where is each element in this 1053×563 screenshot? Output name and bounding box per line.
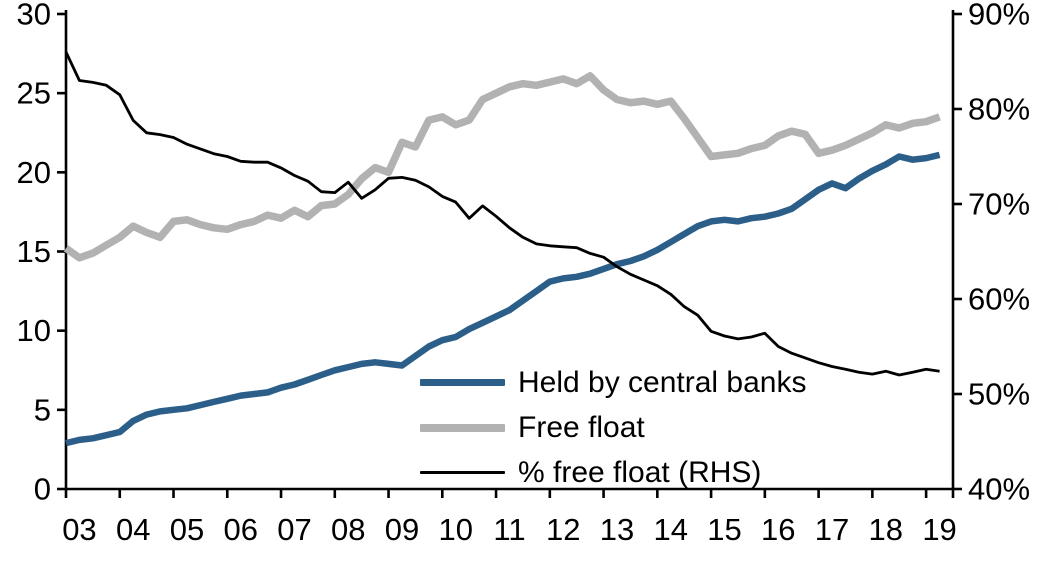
x-axis-tick-label: 10 — [439, 512, 473, 547]
left-axis-tick-label: 15 — [17, 234, 51, 269]
x-axis-tick-label: 03 — [62, 512, 96, 547]
x-axis-tick-label: 17 — [815, 512, 849, 547]
x-axis-tick-label: 07 — [277, 512, 311, 547]
x-axis-tick-label: 11 — [493, 512, 525, 547]
x-axis-tick-label: 04 — [116, 512, 150, 547]
x-axis-tick-label: 16 — [761, 512, 795, 547]
right-axis-tick-label: 90% — [968, 0, 1030, 32]
x-axis-tick-label: 15 — [707, 512, 741, 547]
legend-swatch-held-by-central-banks — [420, 379, 505, 386]
x-axis-tick-label: 19 — [922, 512, 956, 547]
legend-item-pct-free-float-rhs: % free float (RHS) — [420, 450, 807, 495]
right-axis-tick-label: 70% — [968, 187, 1030, 222]
legend-swatch-free-float — [420, 423, 505, 432]
x-axis-tick-label: 12 — [546, 512, 580, 547]
x-axis-tick-label: 06 — [223, 512, 257, 547]
left-axis-tick-label: 5 — [34, 392, 51, 427]
right-axis-tick-label: 80% — [968, 92, 1030, 127]
series-line-free-float-rhs — [64, 51, 940, 377]
legend-label-free-float: Free float — [518, 410, 645, 444]
x-axis-tick-label: 13 — [600, 512, 634, 547]
legend-label-pct-free-float-rhs: % free float (RHS) — [518, 455, 762, 489]
left-axis-tick-label: 25 — [17, 76, 51, 111]
series-line-held-by-central-banks — [65, 151, 941, 447]
right-axis-tick-label: 60% — [968, 282, 1030, 317]
left-axis-tick-label: 20 — [17, 155, 51, 190]
x-axis-tick-label: 08 — [331, 512, 365, 547]
left-axis-tick-label: 0 — [34, 472, 51, 507]
left-axis-tick-label: 10 — [17, 313, 51, 348]
x-axis-tick-label: 14 — [654, 512, 688, 547]
legend-label-held-by-central-banks: Held by central banks — [518, 365, 807, 399]
legend-item-free-float: Free float — [420, 405, 807, 450]
left-axis-tick-label: 30 — [17, 0, 51, 32]
legend: Held by central banks Free float % free … — [420, 360, 807, 495]
x-axis-tick-label: 09 — [385, 512, 419, 547]
right-axis-tick-label: 40% — [968, 472, 1030, 507]
x-axis-tick-label: 18 — [869, 512, 903, 547]
legend-swatch-pct-free-float-rhs — [420, 471, 505, 474]
right-axis-tick-label: 50% — [968, 377, 1030, 412]
series-line-free-float — [63, 72, 941, 262]
x-axis-tick-label: 05 — [170, 512, 204, 547]
legend-item-held-by-central-banks: Held by central banks — [420, 360, 807, 405]
